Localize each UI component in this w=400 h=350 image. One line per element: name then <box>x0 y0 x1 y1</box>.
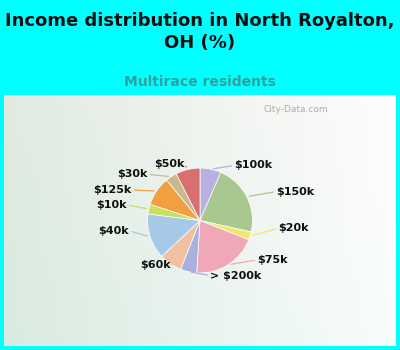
Wedge shape <box>200 173 252 232</box>
Text: Income distribution in North Royalton,
OH (%): Income distribution in North Royalton, O… <box>5 12 395 52</box>
Wedge shape <box>176 168 200 220</box>
Text: $10k: $10k <box>96 200 127 210</box>
Text: $125k: $125k <box>94 185 132 195</box>
Wedge shape <box>166 174 200 220</box>
Wedge shape <box>148 214 200 257</box>
Wedge shape <box>150 180 200 220</box>
Text: $150k: $150k <box>276 187 314 197</box>
Text: Multirace residents: Multirace residents <box>124 75 276 89</box>
Text: > $200k: > $200k <box>210 271 262 281</box>
Text: $100k: $100k <box>234 160 272 170</box>
Text: $40k: $40k <box>99 226 129 236</box>
Wedge shape <box>197 220 249 273</box>
Text: $20k: $20k <box>279 223 309 233</box>
Text: $75k: $75k <box>258 255 288 265</box>
Wedge shape <box>162 220 200 269</box>
Text: $60k: $60k <box>140 260 171 270</box>
Wedge shape <box>148 204 200 220</box>
Text: City-Data.com: City-Data.com <box>264 105 328 114</box>
Text: $50k: $50k <box>154 159 184 169</box>
Wedge shape <box>200 168 221 220</box>
Wedge shape <box>181 220 200 273</box>
Text: $30k: $30k <box>117 169 148 179</box>
Wedge shape <box>200 220 251 240</box>
